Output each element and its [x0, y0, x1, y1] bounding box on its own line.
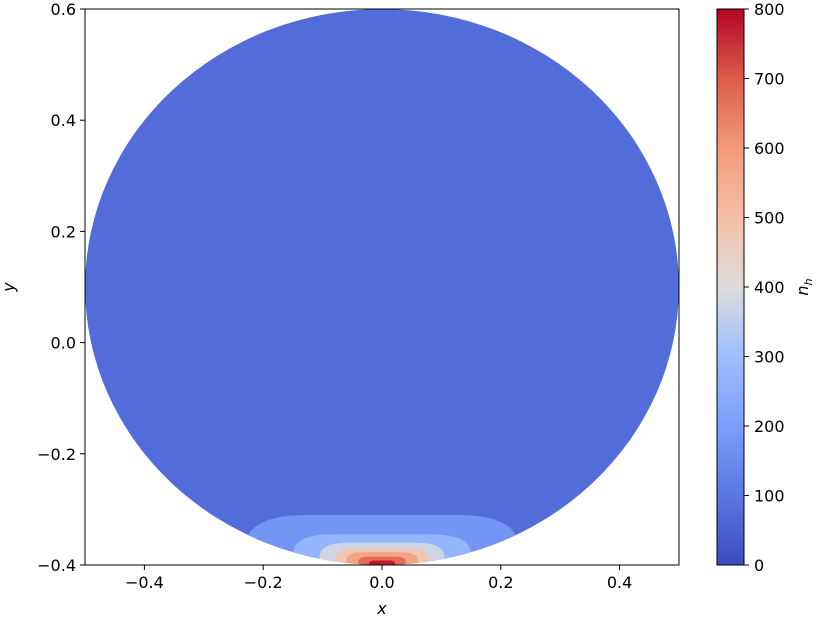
x-axis: −0.4 −0.2 0.0 0.2 0.4	[125, 565, 632, 592]
colorbar-tick-label: 800	[754, 0, 785, 19]
colorbar-tick-label: 300	[754, 348, 785, 367]
colorbar-label-base: n	[793, 285, 812, 295]
colorbar: 0 100 200 300 400 500 600 700 800 nh	[716, 0, 815, 575]
x-tick-label: 0.0	[369, 573, 394, 592]
y-tick-label: 0.0	[51, 334, 76, 353]
colorbar-tick-label: 600	[754, 139, 785, 158]
colorbar-tick-label: 500	[754, 209, 785, 228]
y-tick-label: 0.6	[51, 0, 76, 19]
y-tick-label: 0.4	[51, 111, 76, 130]
x-axis-label: x	[376, 599, 387, 618]
y-axis: −0.4 −0.2 0.0 0.2 0.4 0.6	[37, 0, 85, 575]
colorbar-tick-label: 700	[754, 70, 785, 89]
colorbar-tick-label: 400	[754, 278, 785, 297]
x-tick-label: 0.2	[488, 573, 513, 592]
y-axis-label: y	[0, 282, 18, 293]
plot-area	[85, 9, 679, 565]
colorbar-gradient	[716, 8, 745, 566]
y-tick-label: −0.4	[37, 556, 76, 575]
colorbar-tick-label: 200	[754, 417, 785, 436]
colorbar-label-subscript: h	[802, 278, 815, 285]
y-tick-label: 0.2	[51, 222, 76, 241]
x-tick-label: −0.2	[244, 573, 283, 592]
colorbar-label: nh	[793, 278, 815, 295]
y-tick-label: −0.2	[37, 445, 76, 464]
colorbar-tick-label: 0	[754, 556, 764, 575]
colorbar-ticks: 0 100 200 300 400 500 600 700 800	[744, 0, 785, 575]
x-tick-label: −0.4	[125, 573, 164, 592]
x-tick-label: 0.4	[607, 573, 632, 592]
colorbar-tick-label: 100	[754, 487, 785, 506]
field-background-disk	[85, 9, 679, 565]
